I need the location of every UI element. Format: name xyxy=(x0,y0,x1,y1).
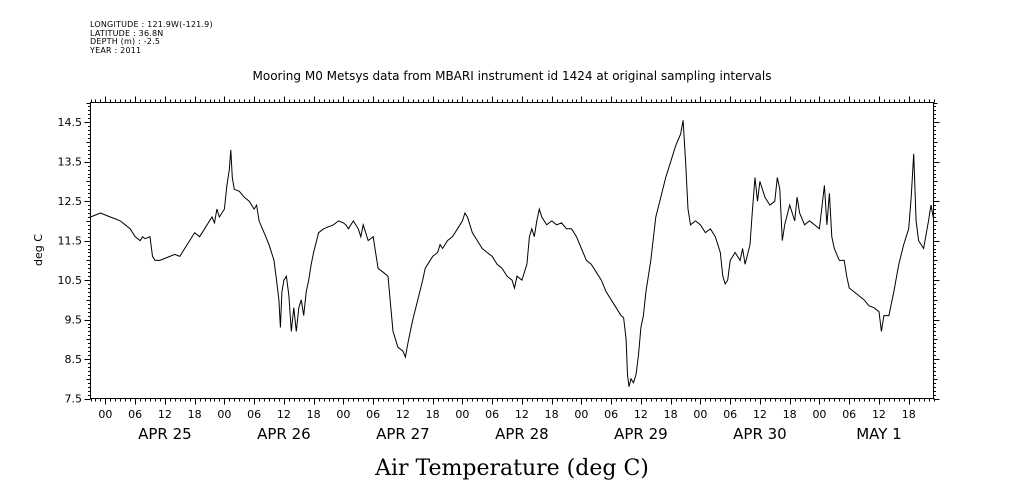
x-hour-tick-label: 12 xyxy=(158,408,172,421)
x-hour-tick-label: 12 xyxy=(515,408,529,421)
y-tick-label: 13.5 xyxy=(58,156,83,169)
y-tick-label: 11.5 xyxy=(58,235,83,248)
x-hour-tick-label: 06 xyxy=(247,408,261,421)
x-hour-tick-label: 12 xyxy=(396,408,410,421)
x-hour-tick-label: 00 xyxy=(217,408,231,421)
y-tick-label: 7.5 xyxy=(65,393,83,406)
latitude-text: LATITUDE : 36.8N xyxy=(90,28,164,38)
x-hour-tick-label: 00 xyxy=(693,408,707,421)
x-hour-tick-label: 12 xyxy=(634,408,648,421)
x-date-label: APR 25 xyxy=(138,425,192,443)
x-hour-tick-label: 00 xyxy=(98,408,112,421)
x-hour-tick-label: 00 xyxy=(574,408,588,421)
metadata-block: LONGITUDE : 121.9W(-121.9) LATITUDE : 36… xyxy=(90,20,213,55)
x-hour-tick-label: 18 xyxy=(902,408,916,421)
x-date-label: APR 26 xyxy=(257,425,311,443)
x-hour-tick-label: 06 xyxy=(366,408,380,421)
x-date-label: APR 28 xyxy=(495,425,549,443)
x-hour-tick-label: 18 xyxy=(783,408,797,421)
y-tick-label: 14.5 xyxy=(58,116,83,129)
series-line-air-temperature xyxy=(90,120,934,387)
x-hour-tick-label: 00 xyxy=(812,408,826,421)
x-date-label: MAY 1 xyxy=(856,425,902,443)
y-tick-label: 9.5 xyxy=(65,314,83,327)
x-axis-title: Air Temperature (deg C) xyxy=(374,456,649,481)
y-tick-label: 8.5 xyxy=(65,353,83,366)
chart-title: Mooring M0 Metsys data from MBARI instru… xyxy=(253,69,772,83)
y-tick-label: 10.5 xyxy=(58,274,83,287)
x-date-label: APR 29 xyxy=(614,425,668,443)
x-hour-tick-label: 18 xyxy=(545,408,559,421)
axes-layer: 00 06 12 18 00 06 12 18 00 06 12 18 00 06 12 18 00 06 12 18… xyxy=(58,96,940,443)
x-hour-tick-label: 00 xyxy=(336,408,350,421)
x-hour-tick-label: 12 xyxy=(277,408,291,421)
x-hour-tick-label: 06 xyxy=(723,408,737,421)
x-hour-tick-label: 06 xyxy=(604,408,618,421)
depth-text: DEPTH (m) : -2.5 xyxy=(90,37,161,47)
x-hour-tick-label: 12 xyxy=(753,408,767,421)
x-hour-tick-label: 12 xyxy=(872,408,886,421)
x-hour-tick-label: 06 xyxy=(485,408,499,421)
x-hour-tick-label: 18 xyxy=(188,408,202,421)
longitude-text: LONGITUDE : 121.9W(-121.9) xyxy=(90,20,213,29)
x-hour-tick-label: 18 xyxy=(307,408,321,421)
x-date-label: APR 27 xyxy=(376,425,430,443)
x-hour-tick-label: 06 xyxy=(842,408,856,421)
y-tick-label: 12.5 xyxy=(58,195,83,208)
plot-frame xyxy=(90,102,934,399)
y-axis-label: deg C xyxy=(32,234,45,266)
year-text: YEAR : 2011 xyxy=(90,45,142,55)
x-hour-tick-label: 06 xyxy=(128,408,142,421)
x-date-label: APR 30 xyxy=(733,425,787,443)
x-hour-tick-label: 18 xyxy=(426,408,440,421)
x-hour-tick-label: 18 xyxy=(664,408,678,421)
x-hour-tick-label: 00 xyxy=(455,408,469,421)
